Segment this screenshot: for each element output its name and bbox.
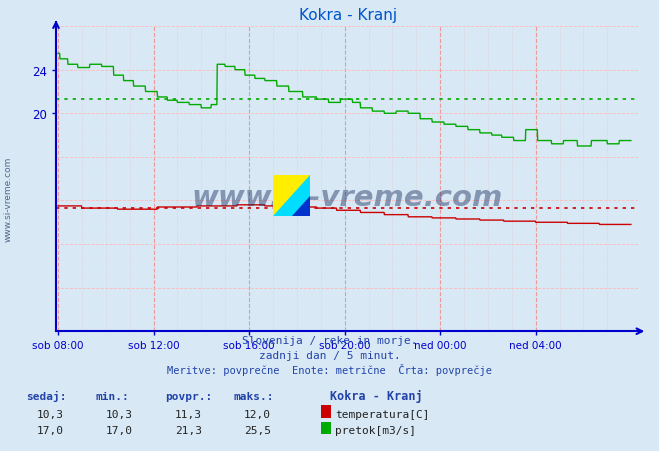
Polygon shape xyxy=(273,176,310,216)
Text: Kokra - Kranj: Kokra - Kranj xyxy=(330,389,422,402)
Polygon shape xyxy=(273,176,310,216)
Text: 21,3: 21,3 xyxy=(175,425,202,435)
Text: sedaj:: sedaj: xyxy=(26,390,67,401)
Text: www.si-vreme.com: www.si-vreme.com xyxy=(3,156,13,241)
Text: povpr.:: povpr.: xyxy=(165,391,212,401)
Title: Kokra - Kranj: Kokra - Kranj xyxy=(299,8,397,23)
Text: 25,5: 25,5 xyxy=(244,425,271,435)
Text: Slovenija / reke in morje.: Slovenija / reke in morje. xyxy=(242,336,417,345)
Text: 11,3: 11,3 xyxy=(175,409,202,419)
Text: pretok[m3/s]: pretok[m3/s] xyxy=(335,425,416,435)
Text: maks.:: maks.: xyxy=(234,391,274,401)
Polygon shape xyxy=(291,196,310,216)
Text: 17,0: 17,0 xyxy=(105,425,132,435)
Text: 12,0: 12,0 xyxy=(244,409,271,419)
Text: temperatura[C]: temperatura[C] xyxy=(335,409,429,419)
Text: min.:: min.: xyxy=(96,391,129,401)
Text: 10,3: 10,3 xyxy=(105,409,132,419)
Text: Meritve: povprečne  Enote: metrične  Črta: povprečje: Meritve: povprečne Enote: metrične Črta:… xyxy=(167,364,492,375)
Text: www.si-vreme.com: www.si-vreme.com xyxy=(192,184,503,212)
Text: 10,3: 10,3 xyxy=(36,409,63,419)
Text: 17,0: 17,0 xyxy=(36,425,63,435)
Text: zadnji dan / 5 minut.: zadnji dan / 5 minut. xyxy=(258,350,401,360)
